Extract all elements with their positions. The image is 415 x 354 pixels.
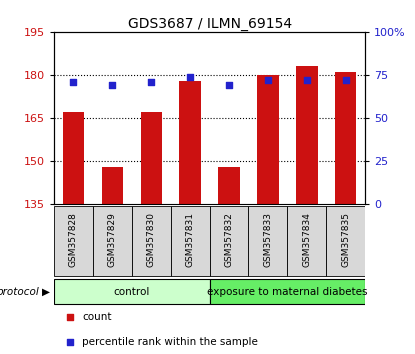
Point <box>70 79 77 85</box>
Bar <box>179 81 201 204</box>
Text: count: count <box>82 312 112 322</box>
Bar <box>335 72 356 204</box>
Point <box>265 77 271 83</box>
Text: control: control <box>114 286 150 297</box>
Bar <box>54 206 93 276</box>
Point <box>66 314 73 320</box>
Text: GSM357832: GSM357832 <box>225 212 234 267</box>
Point <box>303 77 310 83</box>
Bar <box>287 206 326 276</box>
Bar <box>326 206 365 276</box>
Bar <box>210 206 249 276</box>
Bar <box>171 206 210 276</box>
Text: GSM357833: GSM357833 <box>264 212 272 267</box>
Bar <box>257 75 278 204</box>
Bar <box>54 279 210 304</box>
Bar <box>210 279 365 304</box>
Text: percentile rank within the sample: percentile rank within the sample <box>82 337 258 347</box>
Bar <box>93 206 132 276</box>
Text: exposure to maternal diabetes: exposure to maternal diabetes <box>207 286 368 297</box>
Text: GSM357830: GSM357830 <box>147 212 156 267</box>
Point <box>148 79 154 85</box>
Point <box>226 82 232 88</box>
Text: GSM357835: GSM357835 <box>341 212 350 267</box>
Text: GSM357831: GSM357831 <box>186 212 195 267</box>
Title: GDS3687 / ILMN_69154: GDS3687 / ILMN_69154 <box>127 17 292 31</box>
Bar <box>132 206 171 276</box>
Bar <box>102 167 123 204</box>
Point <box>109 82 116 88</box>
Point <box>66 339 73 344</box>
Text: GSM357829: GSM357829 <box>108 212 117 267</box>
Bar <box>249 206 287 276</box>
Bar <box>141 112 162 204</box>
Bar <box>218 167 240 204</box>
Text: GSM357828: GSM357828 <box>69 212 78 267</box>
Point <box>342 77 349 83</box>
Bar <box>296 66 317 204</box>
Bar <box>63 112 84 204</box>
Text: GSM357834: GSM357834 <box>303 212 311 267</box>
Text: protocol ▶: protocol ▶ <box>0 286 50 297</box>
Point <box>187 74 193 79</box>
